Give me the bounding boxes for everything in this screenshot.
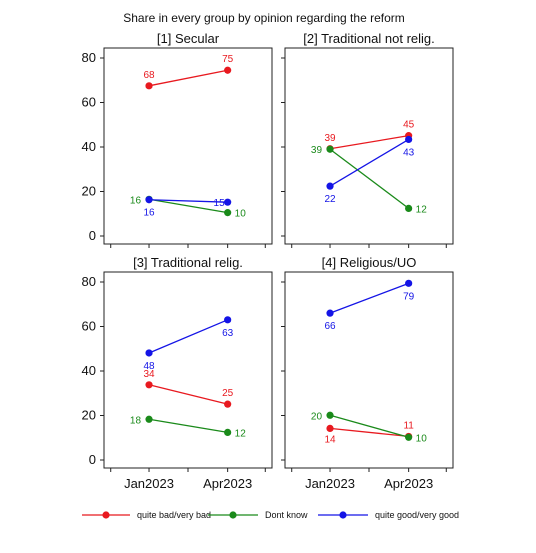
panels: [1] Secular 0 20 40 60 80 68 75 16 10 16 15 [2] Trad…	[82, 31, 454, 491]
data-label-good: 63	[222, 328, 234, 339]
data-point-dk	[326, 411, 334, 419]
legend-label: quite good/very good	[375, 510, 459, 520]
data-point-good	[405, 135, 413, 144]
data-point-dk	[326, 145, 334, 153]
panel-frame	[103, 271, 273, 469]
x-tick-label: Apr2023	[203, 476, 252, 491]
data-label-bad: 39	[324, 133, 336, 144]
panel-frame	[103, 47, 273, 245]
series-line-good	[329, 138, 409, 187]
series-line-dk	[329, 414, 409, 438]
panel-frame	[284, 271, 454, 469]
legend-item-good: quite good/very good	[318, 510, 459, 520]
panel-title: [4] Religious/UO	[322, 255, 417, 270]
chart-title: Share in every group by opinion regardin…	[123, 11, 405, 25]
x-tick-label: Apr2023	[384, 476, 433, 491]
data-label-dk: 10	[235, 209, 247, 220]
data-label-dk: 16	[130, 195, 142, 206]
legend-label: quite bad/very bad	[137, 510, 211, 520]
data-point-good	[145, 349, 153, 357]
data-point-bad	[326, 424, 334, 433]
data-label-bad: 34	[143, 369, 155, 380]
panel-4: [4] Religious/UO Jan2023 Apr2023 14 11 20 10 66…	[281, 255, 454, 491]
legend-item-dk: Dont know	[208, 510, 308, 520]
series-line-dk	[148, 198, 228, 214]
data-point-dk	[145, 415, 153, 423]
data-label-good: 48	[143, 361, 155, 372]
legend-label: Dont know	[265, 510, 308, 520]
y-tick-label: 20	[82, 184, 96, 199]
data-point-good	[405, 279, 413, 287]
legend-item-bad: quite bad/very bad	[82, 510, 211, 520]
data-label-good: 22	[324, 194, 336, 205]
panel-1: [1] Secular 0 20 40 60 80 68 75 16 10 16 15	[82, 31, 273, 248]
y-tick-label: 0	[89, 228, 96, 243]
data-label-bad: 68	[143, 70, 155, 81]
y-tick-label: 20	[82, 408, 96, 423]
data-point-bad	[145, 82, 153, 90]
data-point-bad	[224, 66, 232, 74]
data-label-good: 43	[403, 147, 415, 158]
y-tick-label: 0	[89, 452, 96, 467]
x-tick-label: Jan2023	[124, 476, 174, 491]
data-point-good	[326, 182, 334, 190]
data-point-dk	[405, 433, 413, 441]
data-label-bad: 45	[403, 120, 415, 131]
y-tick-label: 80	[82, 274, 96, 289]
series-line-bad	[148, 384, 228, 405]
data-label-dk: 18	[130, 415, 142, 426]
legend-marker	[229, 511, 237, 519]
data-point-dk	[224, 428, 232, 437]
series-line-dk	[148, 418, 228, 434]
data-label-good: 79	[403, 291, 415, 302]
series-line-bad	[148, 69, 228, 87]
series-line-good	[329, 282, 409, 314]
y-tick-label: 60	[82, 319, 96, 334]
data-label-good: 15	[214, 198, 226, 209]
data-label-bad: 11	[403, 420, 414, 431]
data-point-bad	[224, 400, 232, 408]
data-label-bad: 14	[324, 434, 336, 445]
x-tick-label: Jan2023	[305, 476, 355, 491]
panel-3: [3] Traditional relig. 0 20 40 60 80 Jan2023 Ap…	[82, 255, 273, 491]
legend: quite bad/very bad Dont know quite good/ve…	[82, 510, 459, 520]
panel-title: [1] Secular	[157, 31, 220, 46]
data-label-dk: 20	[311, 411, 323, 422]
y-tick-label: 80	[82, 50, 96, 65]
data-point-dk	[405, 204, 413, 213]
data-label-bad: 75	[222, 54, 234, 65]
data-label-good: 16	[143, 208, 155, 219]
panel-title: [3] Traditional relig.	[133, 255, 243, 270]
y-tick-label: 40	[82, 363, 96, 378]
data-label-dk: 10	[416, 433, 428, 444]
series-line-bad	[329, 427, 409, 438]
series-line-dk	[329, 148, 410, 209]
legend-marker	[102, 511, 110, 519]
series-line-good	[148, 319, 228, 354]
data-label-good: 66	[324, 321, 336, 332]
data-point-good	[145, 196, 153, 204]
data-point-dk	[224, 209, 232, 217]
series-line-bad	[329, 135, 409, 150]
data-point-good	[224, 198, 232, 206]
y-tick-label: 60	[82, 95, 96, 110]
data-point-good	[224, 316, 232, 324]
data-label-bad: 25	[222, 388, 234, 399]
legend-marker	[339, 511, 347, 519]
data-label-dk: 12	[235, 428, 247, 439]
data-label-dk: 39	[311, 145, 323, 156]
panel-title: [2] Traditional not relig.	[303, 31, 435, 46]
y-tick-label: 40	[82, 139, 96, 154]
data-point-bad	[145, 381, 153, 389]
data-point-good	[326, 309, 334, 317]
panel-2: [2] Traditional not relig. 39 45 39 12 22 43	[281, 31, 454, 248]
series-line-good	[149, 199, 228, 203]
data-label-dk: 12	[416, 204, 428, 215]
